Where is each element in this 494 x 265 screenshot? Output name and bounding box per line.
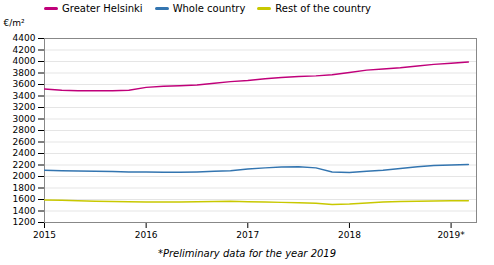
html-text:Whole country: Whole country — [172, 2, 246, 14]
svg-text:2019*: 2019* — [437, 230, 465, 240]
svg-text:1400: 1400 — [13, 206, 36, 216]
svg-text:4400: 4400 — [13, 33, 36, 43]
svg-text:1800: 1800 — [13, 183, 36, 193]
svg-text:3600: 3600 — [13, 79, 36, 89]
svg-text:3400: 3400 — [13, 91, 36, 101]
html-text:Greater Helsinki: Greater Helsinki — [62, 2, 143, 14]
svg-text:2200: 2200 — [13, 160, 36, 170]
svg-text:4000: 4000 — [13, 56, 36, 66]
svg-text:2017: 2017 — [236, 230, 259, 240]
svg-text:2400: 2400 — [13, 148, 36, 158]
svg-text:2015: 2015 — [33, 230, 56, 240]
svg-text:2018: 2018 — [338, 230, 361, 240]
svg-text:2016: 2016 — [135, 230, 158, 240]
svg-text:1600: 1600 — [13, 194, 36, 204]
svg-text:3200: 3200 — [13, 102, 36, 112]
svg-text:2800: 2800 — [13, 125, 36, 135]
svg-text:2000: 2000 — [13, 171, 36, 181]
svg-text:3000: 3000 — [13, 114, 36, 124]
svg-text:4200: 4200 — [13, 45, 36, 55]
html-text:Rest of the country: Rest of the country — [275, 2, 371, 14]
svg-text:1200: 1200 — [13, 217, 36, 227]
html-text:*Preliminary data for the year: *Preliminary data for the year 2019 — [157, 248, 337, 259]
svg-text:€/m²: €/m² — [4, 18, 26, 28]
svg-text:2600: 2600 — [13, 137, 36, 147]
svg-text:3800: 3800 — [13, 68, 36, 78]
